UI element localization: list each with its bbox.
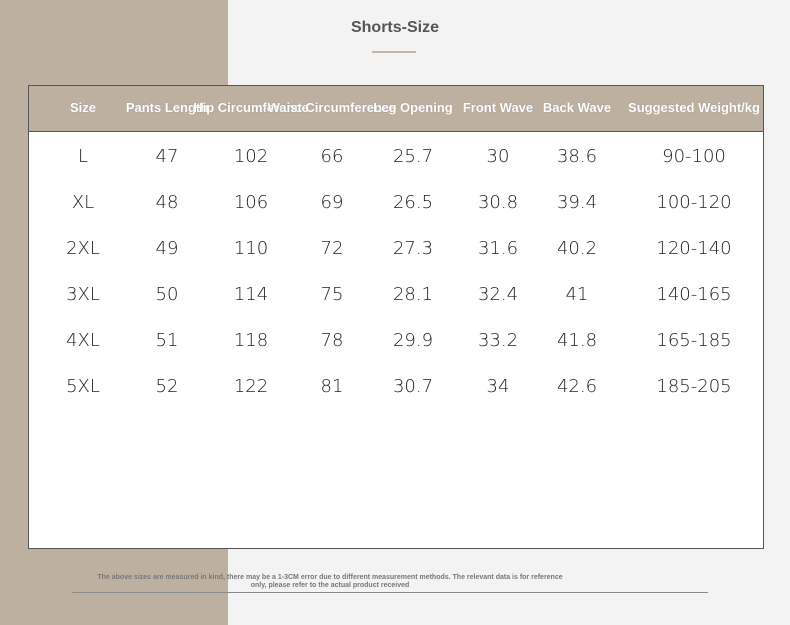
table-cell: 2XL	[66, 238, 100, 259]
table-cell: 102	[233, 146, 269, 167]
table-cell: 25.7	[392, 146, 434, 167]
table-cell: 75	[320, 284, 344, 305]
column-header: Leg Opening	[373, 100, 453, 115]
table-cell: 114	[233, 284, 269, 305]
table-cell: 100-120	[656, 192, 732, 213]
table-cell: 39.4	[556, 192, 598, 213]
table-cell: 90-100	[662, 146, 726, 167]
table-cell: 49	[155, 238, 179, 259]
table-cell: 29.9	[392, 330, 434, 351]
table-cell: 28.1	[392, 284, 434, 305]
table-cell: 3XL	[66, 284, 100, 305]
table-cell: 78	[320, 330, 344, 351]
table-cell: 106	[233, 192, 269, 213]
column-header: Front Wave	[462, 100, 534, 115]
size-table: Size Pants Length Hip Circumference Waist C…	[28, 85, 764, 549]
table-cell: 30.8	[477, 192, 519, 213]
table-cell: 110	[233, 238, 269, 259]
footer-line	[72, 592, 708, 593]
table-cell: 41	[565, 284, 589, 305]
table-cell: 48	[155, 192, 179, 213]
column-header: Hip Circumference	[193, 100, 309, 115]
table-cell: 27.3	[392, 238, 434, 259]
table-cell: 72	[320, 238, 344, 259]
table-cell: 118	[233, 330, 269, 351]
table-cell: 140-165	[656, 284, 732, 305]
column-header: Size	[69, 100, 97, 115]
table-cell: 38.6	[556, 146, 598, 167]
table-cell: 26.5	[392, 192, 434, 213]
footer-note: The above sizes are measured in kind, th…	[97, 574, 563, 589]
table-cell: 52	[155, 376, 179, 397]
table-cell: 4XL	[66, 330, 100, 351]
title-underline	[372, 51, 416, 53]
table-cell: 33.2	[477, 330, 519, 351]
column-header: Pants Length	[125, 100, 209, 115]
table-cell: 51	[155, 330, 179, 351]
table-cell: 41.8	[556, 330, 598, 351]
table-cell: 50	[155, 284, 179, 305]
table-cell: 66	[320, 146, 344, 167]
table-cell: 122	[233, 376, 269, 397]
column-header: Back Wave	[542, 100, 612, 115]
table-cell: 31.6	[477, 238, 519, 259]
table-cell: 69	[320, 192, 344, 213]
table-cell: 40.2	[556, 238, 598, 259]
table-header: Size Pants Length Hip Circumference Waist C…	[29, 86, 763, 132]
title: Shorts-Size	[350, 19, 439, 36]
table-cell: XL	[71, 192, 95, 213]
table-cell: 32.4	[477, 284, 519, 305]
column-header: Suggested Weight/kg	[628, 100, 760, 115]
table-cell: L	[77, 146, 89, 167]
table-cell: 120-140	[656, 238, 732, 259]
table-cell: 165-185	[656, 330, 732, 351]
table-cell: 30.7	[392, 376, 434, 397]
table-cell: 30	[486, 146, 510, 167]
table-cell: 47	[155, 146, 179, 167]
table-cell: 5XL	[66, 376, 100, 397]
table-cell: 81	[320, 376, 344, 397]
table-cell: 34	[486, 376, 510, 397]
table-cell: 42.6	[556, 376, 598, 397]
column-header: Waist Circumference	[267, 100, 397, 115]
table-cell: 185-205	[656, 376, 732, 397]
